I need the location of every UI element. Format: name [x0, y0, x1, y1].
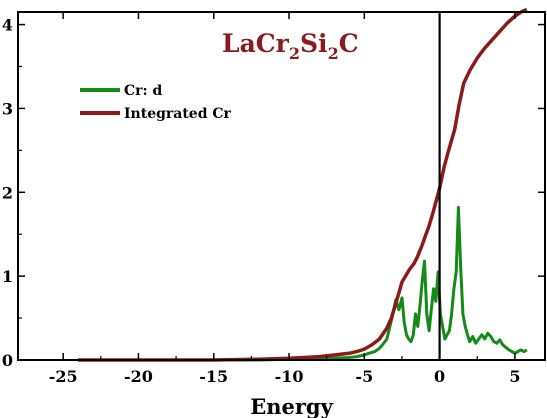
y-tick-label: 3	[2, 99, 13, 118]
title-subscript: 2	[328, 44, 339, 63]
legend-label: Cr: d	[124, 83, 163, 99]
y-tick-label: 2	[2, 183, 13, 202]
title-part: Si	[300, 29, 328, 58]
x-tick-label: -25	[49, 367, 78, 386]
legend: Cr: d Integrated Cr	[80, 83, 232, 122]
title-part: LaCr	[222, 29, 290, 58]
chart-title: LaCr2Si2C	[222, 29, 359, 63]
y-axis: 0 1 2 3 4	[2, 16, 545, 370]
series-line-0	[78, 205, 528, 362]
x-tick-label: 5	[509, 367, 520, 386]
x-tick-label: -10	[275, 367, 304, 386]
x-tick-label: -15	[199, 367, 228, 386]
series-line-1	[78, 7, 528, 362]
series-layer	[78, 7, 528, 362]
x-tick-label: -20	[124, 367, 153, 386]
x-tick-label: 0	[434, 367, 445, 386]
plot-area	[17, 7, 546, 362]
x-axis: -25 -20 -15 -10 -5 0 5	[49, 12, 520, 386]
y-tick-label: 0	[2, 351, 13, 370]
title-part: C	[339, 29, 359, 58]
title-subscript: 2	[289, 44, 300, 63]
y-tick-label: 4	[2, 16, 13, 35]
y-tick-label: 1	[2, 267, 13, 286]
legend-label: Integrated Cr	[124, 106, 232, 122]
x-axis-title: Energy	[250, 394, 333, 418]
x-tick-label: -5	[355, 367, 373, 386]
plot-frame	[17, 11, 546, 361]
